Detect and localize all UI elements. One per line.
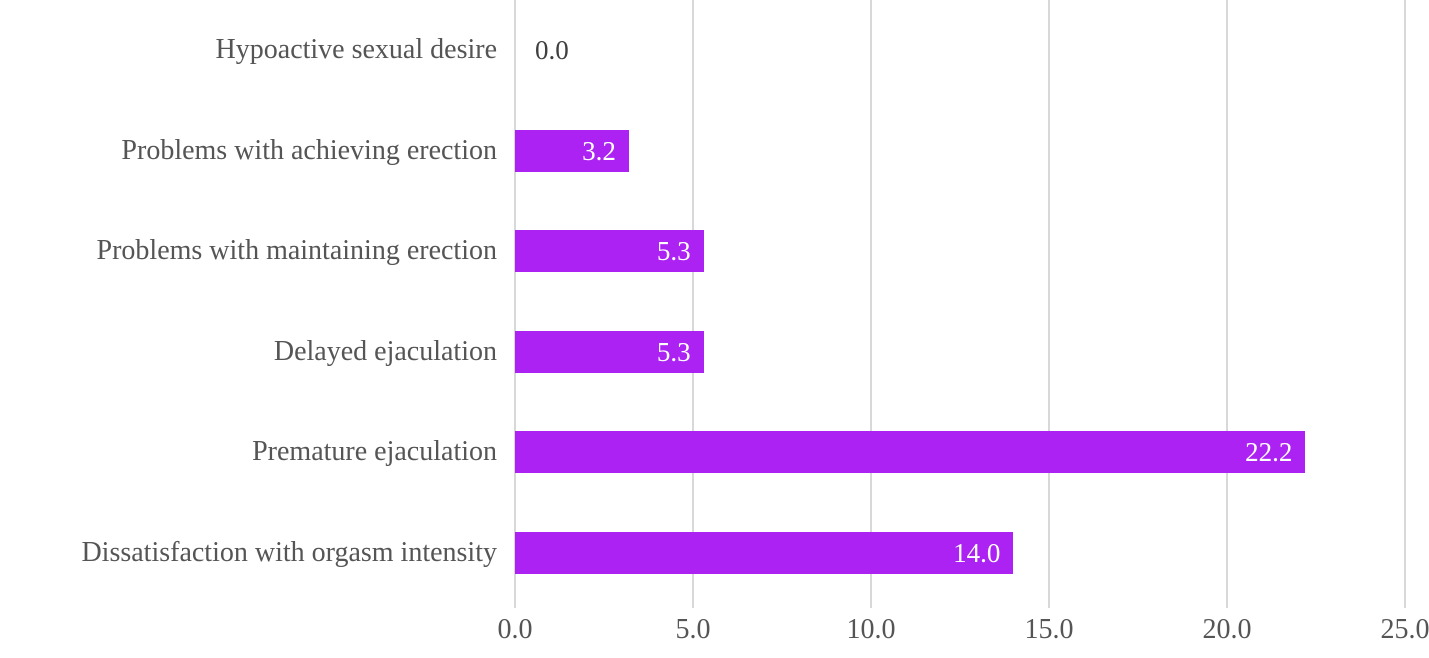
bar-dissatisfaction-with-orgasm-intensity: 14.0 bbox=[515, 531, 1014, 574]
bar-premature-ejaculation: 22.2 bbox=[515, 431, 1306, 474]
category-label-hypoactive-sexual-desire: Hypoactive sexual desire bbox=[215, 34, 497, 66]
x-tick-label: 5.0 bbox=[675, 614, 711, 645]
bar-problems-with-achieving-erection: 3.2 bbox=[515, 129, 629, 172]
x-tick-label: 15.0 bbox=[1024, 614, 1074, 645]
category-label-premature-ejaculation: Premature ejaculation bbox=[252, 436, 497, 468]
x-tick-label: 25.0 bbox=[1380, 614, 1429, 645]
gridline-x-15.0 bbox=[1048, 0, 1050, 608]
category-label-problems-with-maintaining-erection: Problems with maintaining erection bbox=[96, 235, 497, 267]
bar-value-label: 14.0 bbox=[953, 537, 1001, 568]
category-label-problems-with-achieving-erection: Problems with achieving erection bbox=[121, 134, 497, 166]
gridline-x-10.0 bbox=[870, 0, 872, 608]
bar-delayed-ejaculation: 5.3 bbox=[515, 330, 704, 373]
bar-problems-with-maintaining-erection: 5.3 bbox=[515, 230, 704, 273]
x-tick-label: 0.0 bbox=[497, 614, 533, 645]
bar-value-label: 0.0 bbox=[535, 35, 569, 66]
x-axis: 0.0 5.0 10.0 15.0 20.0 25.0 bbox=[0, 614, 1429, 658]
x-tick-label: 10.0 bbox=[846, 614, 896, 645]
bar-value-label: 22.2 bbox=[1245, 437, 1293, 468]
bar-value-label: 5.3 bbox=[656, 336, 691, 367]
bar-value-label: 3.2 bbox=[582, 135, 616, 166]
plot-area: 0.0 3.2 5.3 5.3 22.2 14.0 bbox=[514, 0, 1406, 608]
gridline-x-20.0 bbox=[1226, 0, 1228, 608]
category-labels: Hypoactive sexual desire Problems with ac… bbox=[0, 0, 497, 603]
gridline-x-0.0 bbox=[514, 0, 516, 608]
gridline-x-25.0 bbox=[1404, 0, 1406, 608]
x-tick-label: 20.0 bbox=[1202, 614, 1252, 645]
gridline-x-5.0 bbox=[692, 0, 694, 608]
bar-value-label: 5.3 bbox=[656, 236, 691, 267]
category-label-delayed-ejaculation: Delayed ejaculation bbox=[273, 335, 497, 367]
category-label-dissatisfaction-with-orgasm-intensity: Dissatisfaction with orgasm intensity bbox=[81, 536, 497, 568]
